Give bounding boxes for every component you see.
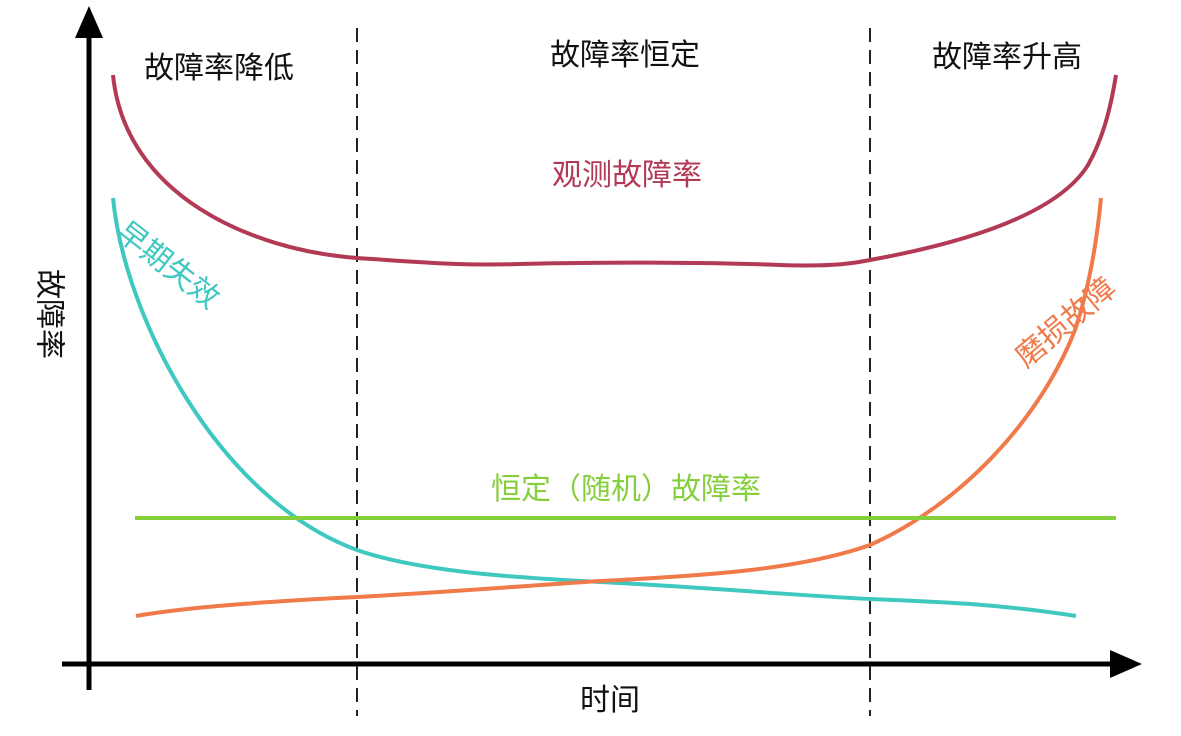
region-label-middle: 故障率恒定: [550, 38, 700, 73]
observed-failure-rate-curve: [111, 74, 1118, 268]
y-axis-arrow-icon: [75, 6, 103, 38]
y-axis-label: 故障率: [32, 269, 67, 359]
constant-failure-rate-label: 恒定（随机）故障率: [491, 472, 761, 507]
wearout-failure-label: 磨损故障: [1009, 271, 1123, 375]
early-failure-curve: [111, 197, 1077, 618]
x-axis-arrow-icon: [1110, 650, 1142, 678]
observed-failure-rate-label: 观测故障率: [552, 158, 702, 193]
x-axis-label: 时间: [580, 683, 640, 718]
region-label-right: 故障率升高: [932, 40, 1082, 75]
region-label-left: 故障率降低: [144, 51, 294, 86]
wearout-failure-curve: [135, 197, 1103, 618]
